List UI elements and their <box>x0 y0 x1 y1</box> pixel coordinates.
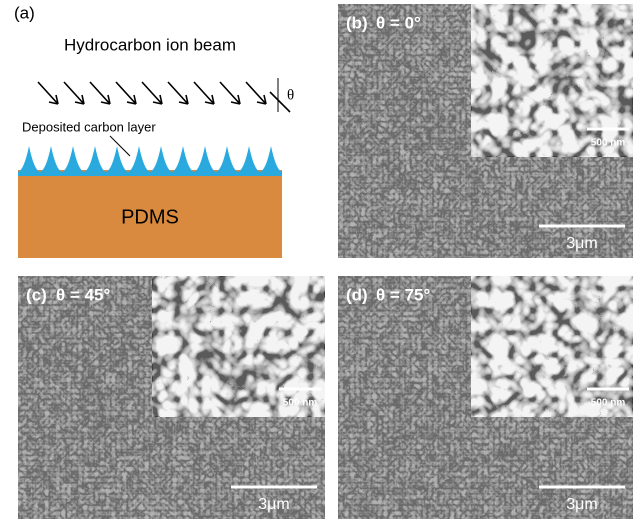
arrow <box>116 82 136 104</box>
scale-label: 3μm <box>566 496 597 513</box>
arrow <box>90 82 110 104</box>
angle-label: θ = 0° <box>376 13 421 32</box>
inset-scale-label: 500 nm <box>283 398 318 409</box>
scale-label: 3μm <box>566 235 597 252</box>
ion-arrows <box>38 82 266 104</box>
arrow <box>142 82 162 104</box>
figure: (a) Hydrocarbon ion beam θ Deposited car… <box>0 0 633 519</box>
panel-label: (c) <box>26 285 47 304</box>
arrow <box>38 82 58 104</box>
pdms-label: PDMS <box>121 206 179 228</box>
panel-a: (a) Hydrocarbon ion beam θ Deposited car… <box>14 3 294 258</box>
arrow <box>168 82 188 104</box>
panel-label: (a) <box>14 3 35 22</box>
arrow <box>246 82 266 104</box>
sem-inset <box>152 276 325 417</box>
arrow <box>220 82 240 104</box>
angle-symbol: θ <box>287 87 294 103</box>
angle-label: θ = 75° <box>376 285 430 304</box>
panel-label: (d) <box>346 285 368 304</box>
scale-label: 3μm <box>258 496 289 513</box>
panel-label: (b) <box>346 13 368 32</box>
inset-scale-label: 500 nm <box>591 138 626 149</box>
sem-panel: (d) θ = 75° 500 nm 3μm <box>338 276 633 519</box>
sem-inset <box>471 276 633 417</box>
sem-inset <box>471 4 633 157</box>
sem-panel: (c) θ = 45° 500 nm 3μm <box>18 276 325 519</box>
arrow <box>194 82 214 104</box>
sem-panel: (b) θ = 0° 500 nm 3μm <box>338 4 633 258</box>
beam-label: Hydrocarbon ion beam <box>64 35 236 54</box>
leader-line <box>110 136 130 156</box>
layer-label: Deposited carbon layer <box>22 119 156 134</box>
angle-label: θ = 45° <box>56 285 110 304</box>
inset-scale-label: 500 nm <box>591 398 626 409</box>
arrow <box>64 82 84 104</box>
